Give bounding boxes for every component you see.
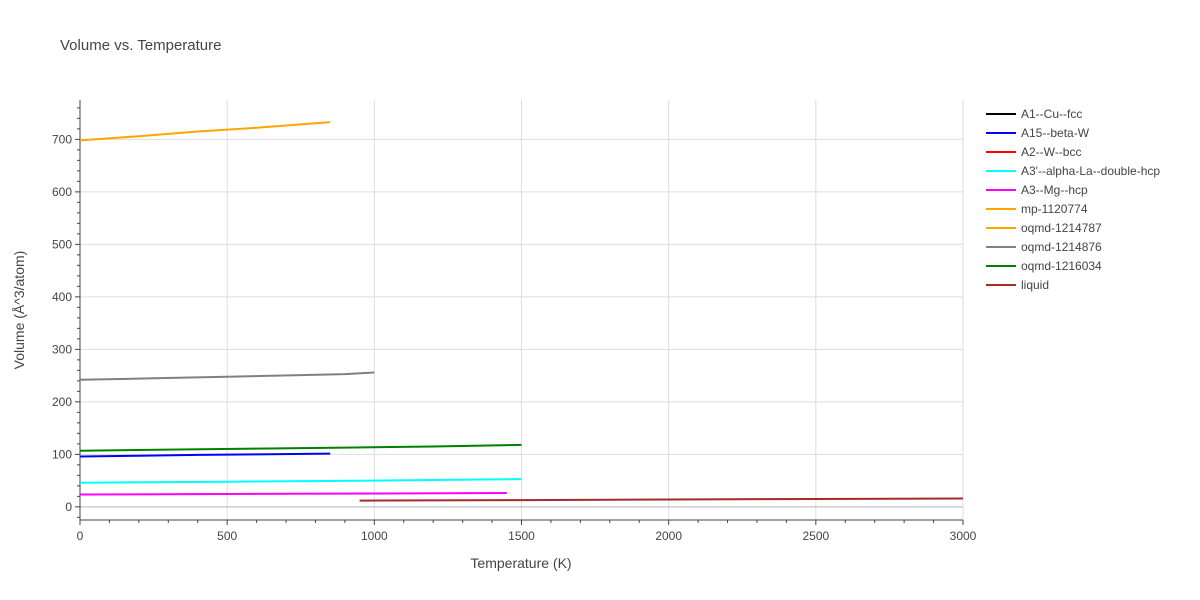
y-tick-label: 200 [52, 395, 72, 409]
y-tick-label: 300 [52, 342, 72, 356]
series-line-oqmd-1214876 [79, 371, 375, 381]
legend-item[interactable]: liquid [986, 278, 1049, 292]
legend-item[interactable]: oqmd-1214876 [986, 240, 1102, 254]
legend-item[interactable]: A2--W--bcc [986, 145, 1081, 159]
legend-label: A2--W--bcc [1021, 145, 1081, 159]
series-line-a15-beta-w [79, 452, 331, 458]
x-tick-label: 3000 [950, 529, 977, 543]
y-tick-label: 600 [52, 185, 72, 199]
series-line-oqmd-1216034 [79, 443, 522, 452]
grid [80, 100, 964, 520]
legend-item[interactable]: mp-1120774 [986, 202, 1088, 216]
legend-label: A3--Mg--hcp [1021, 183, 1088, 197]
y-tick-label: 700 [52, 132, 72, 146]
legend-label: mp-1120774 [1021, 202, 1088, 216]
legend-label: oqmd-1214787 [1021, 221, 1102, 235]
x-tick-label: 1500 [508, 529, 535, 543]
legend-label: A1--Cu--fcc [1021, 107, 1082, 121]
x-tick-label: 0 [77, 529, 84, 543]
x-tick-label: 2500 [802, 529, 829, 543]
legend-item[interactable]: A15--beta-W [986, 126, 1090, 140]
series-line-a3-mg-hcp [79, 492, 507, 496]
legend-item[interactable]: A3--Mg--hcp [986, 183, 1088, 197]
legend-label: oqmd-1216034 [1021, 259, 1102, 273]
x-tick-label: 500 [217, 529, 237, 543]
series-line-liquid [359, 497, 964, 502]
axes: 0 500 1000 1500 2000 2500 3000 0 100 200 300 400 500… [52, 100, 977, 543]
x-axis-title: Temperature (K) [470, 555, 571, 571]
legend[interactable]: A1--Cu--fcc A15--beta-W A2--W--bcc A3'--alp… [986, 107, 1160, 292]
plot-area [79, 121, 964, 502]
chart-title: Volume vs. Temperature [60, 37, 221, 54]
legend-item[interactable]: oqmd-1214787 [986, 221, 1102, 235]
series-line-a3-alpha-la-double-hcp [79, 478, 522, 484]
legend-label: A15--beta-W [1021, 126, 1090, 140]
legend-label: A3'--alpha-La--double-hcp [1021, 164, 1160, 178]
y-axis-title: Volume (Å^3/atom) [11, 251, 27, 370]
y-tick-label: 0 [65, 500, 72, 514]
y-tick-label: 500 [52, 237, 72, 251]
series-line-oqmd-1214787 [79, 121, 331, 142]
y-tick-label: 400 [52, 290, 72, 304]
y-tick-label: 100 [52, 447, 72, 461]
legend-item[interactable]: A1--Cu--fcc [986, 107, 1082, 121]
legend-item[interactable]: A3'--alpha-La--double-hcp [986, 164, 1160, 178]
legend-item[interactable]: oqmd-1216034 [986, 259, 1102, 273]
x-tick-label: 1000 [361, 529, 388, 543]
x-tick-label: 2000 [655, 529, 682, 543]
legend-label: liquid [1021, 278, 1049, 292]
legend-label: oqmd-1214876 [1021, 240, 1102, 254]
